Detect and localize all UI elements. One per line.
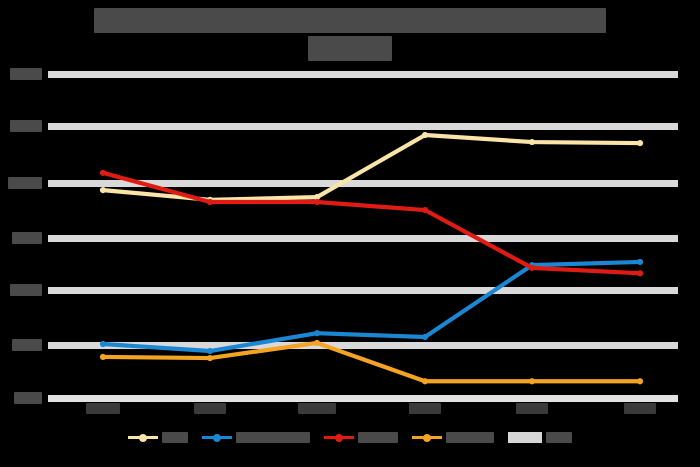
legend-label bbox=[446, 432, 494, 443]
legend-item-3[interactable] bbox=[324, 432, 398, 443]
gridline bbox=[48, 123, 678, 130]
x-tick-label bbox=[298, 403, 336, 414]
gridline bbox=[48, 180, 678, 187]
y-tick-label bbox=[14, 392, 42, 404]
plot-area bbox=[48, 62, 678, 402]
gridline bbox=[48, 235, 678, 242]
legend-item-4[interactable] bbox=[412, 432, 494, 443]
gridline bbox=[48, 342, 678, 349]
x-tick-label bbox=[409, 403, 441, 414]
legend-item-2[interactable] bbox=[202, 432, 310, 443]
x-axis-line bbox=[48, 395, 678, 402]
line-marker-icon bbox=[128, 433, 158, 443]
y-tick-label bbox=[8, 177, 42, 189]
line-marker-icon bbox=[202, 433, 232, 443]
legend-label bbox=[236, 432, 310, 443]
x-tick-label bbox=[516, 403, 548, 414]
swatch-icon bbox=[508, 432, 542, 443]
legend-label bbox=[162, 432, 188, 443]
chart-legend bbox=[0, 432, 700, 443]
y-tick-label bbox=[10, 284, 42, 296]
chart-title-line-1 bbox=[94, 8, 606, 33]
x-tick-label bbox=[194, 403, 226, 414]
chart-title bbox=[80, 8, 620, 61]
y-tick-label bbox=[10, 120, 42, 132]
y-tick-label bbox=[12, 339, 42, 351]
y-tick-label bbox=[10, 68, 42, 80]
line-marker-icon bbox=[324, 433, 354, 443]
gridline bbox=[48, 71, 678, 78]
y-tick-label bbox=[12, 232, 42, 244]
legend-item-5[interactable] bbox=[508, 432, 572, 443]
line-marker-icon bbox=[412, 433, 442, 443]
x-tick-label bbox=[86, 403, 120, 414]
legend-item-1[interactable] bbox=[128, 432, 188, 443]
gridline bbox=[48, 287, 678, 294]
x-tick-label bbox=[624, 403, 656, 414]
legend-label bbox=[358, 432, 398, 443]
legend-label bbox=[546, 432, 572, 443]
chart-title-line-2 bbox=[308, 36, 392, 61]
